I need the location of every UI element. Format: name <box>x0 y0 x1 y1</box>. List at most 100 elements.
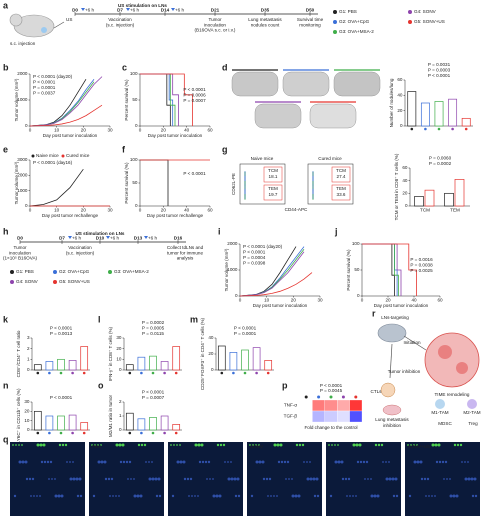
us-marker <box>68 236 72 239</box>
bar <box>241 349 249 371</box>
cell-spot <box>127 478 129 480</box>
cell-spot <box>315 477 319 481</box>
cell-spot <box>179 460 183 464</box>
group-dot <box>36 431 40 435</box>
cell-spot <box>456 443 460 447</box>
cell-spot <box>377 443 381 447</box>
gate-percent: 27.4 <box>337 174 346 179</box>
annotation: P < 0.0001 <box>183 171 206 176</box>
legend-label: Cured mice <box>66 153 90 158</box>
cell-spot <box>392 494 396 498</box>
cell-spot <box>388 477 392 481</box>
legend-swatch <box>53 270 57 274</box>
cell-spot <box>380 443 384 447</box>
us-marker <box>126 8 130 11</box>
bar <box>434 101 444 127</box>
flow-dot <box>244 181 246 183</box>
group-dot <box>71 371 74 375</box>
bar <box>149 355 157 371</box>
timeline-point: D0 <box>17 236 23 241</box>
y-tick-label: 0 <box>211 367 214 372</box>
cell-spot <box>252 444 254 446</box>
y-axis-label: Percent survival (%) <box>346 249 351 291</box>
bar <box>454 179 465 207</box>
cell-spot <box>426 477 430 481</box>
cell-spot <box>434 495 436 497</box>
group-dot <box>304 395 308 399</box>
y-axis-label: M2/M1 ratio in tumor <box>108 394 113 437</box>
cell-spot <box>303 461 305 463</box>
timeline-offset: +6 h <box>148 236 158 241</box>
cell-spot <box>352 495 354 497</box>
annotation: P < 0.0001 <box>142 390 165 395</box>
cell-spot <box>28 477 32 481</box>
y-tick-label: 30 <box>116 335 122 340</box>
cell-spot <box>79 494 83 498</box>
image-label: SONV <box>250 444 264 449</box>
cell-spot <box>337 460 341 464</box>
annotation: P = 0.0013 <box>50 331 73 336</box>
cell-spot <box>358 443 362 447</box>
y-tick-label: 0 <box>405 203 408 208</box>
cell-spot <box>356 460 360 464</box>
bar <box>424 189 435 207</box>
cell-spot <box>236 477 240 481</box>
diagram-label: Lung metastasis <box>375 417 409 422</box>
cell-spot <box>21 460 25 464</box>
annotation: P = 0.0007 <box>183 98 206 103</box>
cell-spot <box>107 477 111 481</box>
panel-letter: l <box>98 314 101 324</box>
cell-spot <box>148 477 152 481</box>
cell-spot <box>334 444 336 446</box>
y-tick-label: 0 <box>135 203 138 208</box>
timeline-point: D21 <box>211 8 220 13</box>
cell-spot <box>110 477 114 481</box>
bar <box>407 91 417 127</box>
cell-spot <box>118 443 122 447</box>
annotation: P = 0.0025 <box>410 268 433 273</box>
series-line <box>239 272 313 297</box>
annotation: P = 0.0003 <box>428 68 451 73</box>
flow-dot <box>244 177 246 179</box>
cell-spot <box>104 477 108 481</box>
legend-label: G4: SONV <box>414 9 437 14</box>
timeline-step: (B16OVA s.c. or i.v.) <box>195 28 236 33</box>
cell-spot <box>370 478 372 480</box>
cell-spot <box>233 477 237 481</box>
flow-dot <box>244 180 246 182</box>
annotation: P = 0.0007 <box>142 395 165 400</box>
group-dot <box>464 127 468 131</box>
flow-dot <box>312 176 314 178</box>
survival-curve <box>362 243 417 296</box>
flow-dot <box>244 198 246 200</box>
y-tick-label: 2000 <box>227 241 238 246</box>
cell-spot <box>194 443 198 447</box>
y-axis-label: Tumor volume (mm³) <box>14 78 19 121</box>
y-tick-label: 20 <box>116 346 122 351</box>
flow-dot <box>312 185 314 187</box>
x-tick-label: 60 <box>437 298 443 303</box>
flow-plot <box>307 163 354 205</box>
cell-spot <box>194 495 196 497</box>
x-tick-label: 20 <box>161 128 167 133</box>
timeline-step: inoculation <box>9 250 31 255</box>
mouse-label: US <box>66 17 72 22</box>
group-dot <box>71 431 74 435</box>
y-tick-label: 0 <box>119 427 122 432</box>
cell-spot <box>365 460 369 464</box>
group-dot <box>451 127 454 131</box>
heat-cell <box>324 399 338 412</box>
legend-label: G5: SONV+US <box>414 19 445 24</box>
cell-spot <box>328 444 330 446</box>
bar <box>137 356 146 371</box>
cell-spot <box>408 494 412 498</box>
cell-spot <box>286 460 290 464</box>
bar <box>68 360 77 371</box>
panel-letter: n <box>3 380 9 390</box>
cell-spot <box>61 443 65 447</box>
panel-letter: k <box>3 314 9 324</box>
x-tick-label: 0 <box>139 208 142 213</box>
panel-letter: p <box>282 380 288 390</box>
cell-spot <box>467 477 471 481</box>
annotation: P < 0.0001 <box>183 87 206 92</box>
